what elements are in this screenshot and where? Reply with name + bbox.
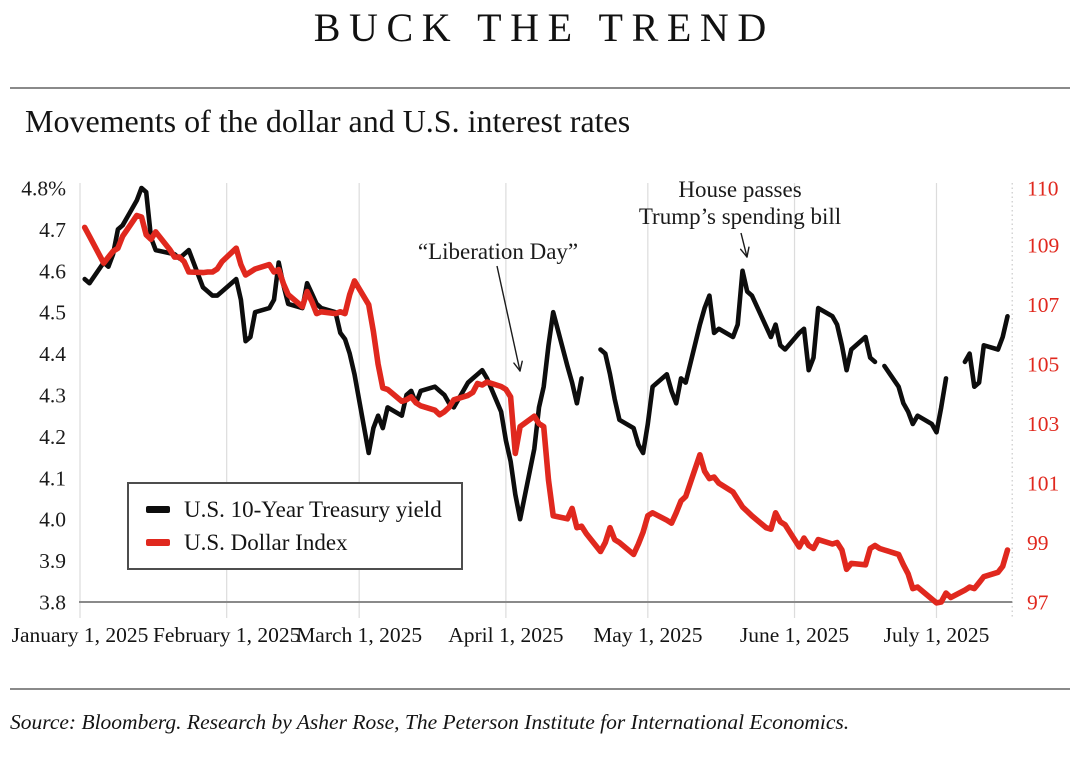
- y-left-tick-label: 4.1: [39, 466, 66, 490]
- source-note: Source: Bloomberg. Research by Asher Ros…: [10, 710, 850, 734]
- y-left-tick-label: 3.9: [39, 549, 66, 573]
- legend-label-dollar-index: U.S. Dollar Index: [184, 529, 348, 555]
- annotation-arrowhead: [746, 246, 750, 258]
- y-left-tick-label: 4.3: [39, 384, 66, 408]
- x-tick-label: January 1, 2025: [12, 623, 149, 647]
- x-tick-label: March 1, 2025: [296, 623, 422, 647]
- y-left-tick-label: 4.0: [39, 508, 66, 532]
- y-right-tick-label: 107: [1027, 293, 1060, 317]
- x-tick-label: May 1, 2025: [593, 623, 702, 647]
- y-left-tick-label: 4.8%: [21, 177, 66, 201]
- treasury-yield-line-swatch: [146, 506, 170, 513]
- x-tick-label: June 1, 2025: [740, 623, 849, 647]
- y-right-tick-label: 97: [1027, 591, 1049, 615]
- annotation-liberation-day: “Liberation Day”: [417, 239, 579, 264]
- y-right-tick-label: 101: [1027, 472, 1059, 496]
- chart-subtitle: Movements of the dollar and U.S. interes…: [25, 103, 631, 139]
- annotation-house-spending-bill: House passes Trump’s spending bill: [638, 177, 842, 229]
- series-line-treasury-yield: [598, 268, 878, 456]
- legend-label-treasury-yield: U.S. 10-Year Treasury yield: [184, 496, 442, 522]
- legend: U.S. 10-Year Treasury yield U.S. Dollar …: [127, 482, 463, 570]
- y-right-tick-label: 103: [1027, 412, 1059, 436]
- series-line-dollar-index: [81, 212, 1011, 606]
- annotation-arrowhead: [513, 362, 521, 372]
- y-left-tick-label: 4.5: [39, 301, 66, 325]
- dollar-index-line-swatch: [146, 539, 170, 546]
- top-divider: [10, 87, 1070, 89]
- y-right-tick-label: 109: [1027, 234, 1059, 258]
- legend-item-dollar-index: U.S. Dollar Index: [146, 530, 461, 556]
- page-title: BUCK THE TREND: [313, 5, 775, 50]
- legend-item-treasury-yield: U.S. 10-Year Treasury yield: [146, 497, 461, 523]
- y-left-tick-label: 4.7: [39, 218, 66, 242]
- series-line-treasury-yield: [962, 314, 1010, 389]
- annotation-arrowhead: [739, 248, 748, 258]
- x-tick-label: February 1, 2025: [153, 623, 301, 647]
- y-left-tick-label: 4.2: [39, 425, 66, 449]
- bottom-divider: [10, 688, 1070, 690]
- y-left-tick-label: 4.6: [39, 259, 66, 283]
- y-left-tick-label: 3.8: [39, 591, 66, 615]
- y-right-tick-label: 110: [1027, 177, 1058, 201]
- y-left-tick-label: 4.4: [39, 342, 66, 366]
- annotation-arrowhead: [519, 360, 523, 372]
- annotation-arrow: [740, 232, 748, 258]
- y-right-tick-label: 105: [1027, 353, 1059, 377]
- y-right-tick-label: 99: [1027, 531, 1049, 555]
- x-tick-label: July 1, 2025: [884, 623, 990, 647]
- series-line-treasury-yield: [882, 363, 949, 435]
- annotation-arrow: [496, 265, 521, 372]
- x-tick-label: April 1, 2025: [448, 623, 563, 647]
